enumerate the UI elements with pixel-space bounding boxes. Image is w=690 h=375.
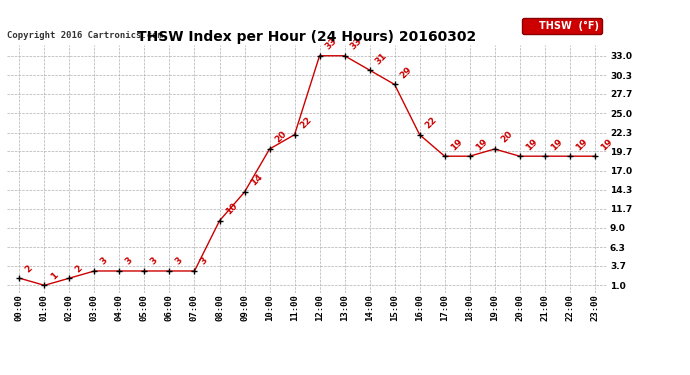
Text: 3: 3 <box>124 256 135 267</box>
Text: 10: 10 <box>224 201 239 217</box>
Text: 1: 1 <box>48 270 59 281</box>
Text: 2: 2 <box>23 263 34 274</box>
Text: 3: 3 <box>99 256 110 267</box>
Text: 22: 22 <box>424 115 439 130</box>
Text: 3: 3 <box>174 256 184 267</box>
Text: 19: 19 <box>474 137 489 152</box>
Text: 19: 19 <box>448 137 464 152</box>
Text: 20: 20 <box>274 130 289 145</box>
Text: Copyright 2016 Cartronics.com: Copyright 2016 Cartronics.com <box>7 31 163 40</box>
Text: 22: 22 <box>299 115 314 130</box>
Text: 2: 2 <box>74 263 84 274</box>
Text: 19: 19 <box>599 137 614 152</box>
Text: 3: 3 <box>199 256 210 267</box>
Text: 19: 19 <box>574 137 589 152</box>
Legend: THSW  (°F): THSW (°F) <box>522 18 602 34</box>
Text: 3: 3 <box>148 256 159 267</box>
Text: 33: 33 <box>324 36 339 52</box>
Text: 31: 31 <box>374 51 389 66</box>
Text: 19: 19 <box>549 137 564 152</box>
Text: 29: 29 <box>399 65 414 80</box>
Text: 33: 33 <box>348 36 364 52</box>
Title: THSW Index per Hour (24 Hours) 20160302: THSW Index per Hour (24 Hours) 20160302 <box>137 30 477 44</box>
Text: 20: 20 <box>499 130 514 145</box>
Text: 14: 14 <box>248 172 264 188</box>
Text: 19: 19 <box>524 137 539 152</box>
